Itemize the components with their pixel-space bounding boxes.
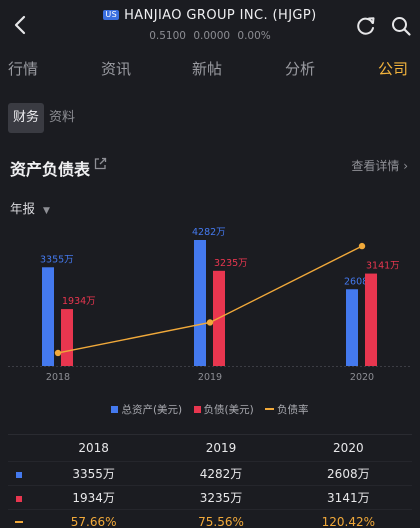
bar-assets	[42, 267, 54, 366]
legend-assets-label: 总资产(美元)	[121, 404, 183, 416]
legend-ratio: 负债率	[265, 402, 309, 417]
table-header-year: 2020	[333, 441, 364, 455]
table-cell: 2608万	[327, 467, 370, 481]
ratio-point	[358, 242, 366, 250]
table-row-assets: 3355万 4282万 2608万	[8, 462, 412, 486]
table-header-row: 2018 2019 2020	[8, 434, 412, 462]
ratio-point	[206, 319, 214, 326]
row-marker-cell	[8, 491, 30, 505]
ratio-marker-icon	[15, 520, 23, 523]
chevron-right-icon: ›	[403, 159, 408, 173]
table-cell: 3355万	[72, 467, 115, 481]
company-subtabs: 财务 资料	[8, 103, 80, 133]
data-label: 1934万	[62, 296, 96, 307]
x-tick-label: 2019	[198, 372, 222, 383]
subtab-financials[interactable]: 财务	[8, 103, 45, 133]
legend-assets: 总资产(美元)	[111, 402, 182, 417]
table-cell: 4282万	[199, 467, 243, 481]
table-cell: 3141万	[327, 491, 370, 505]
caret-down-icon: ▼	[43, 206, 50, 216]
liabilities-marker-icon	[16, 495, 22, 502]
price-change-pct: 0.00%	[237, 30, 271, 42]
main-tabs: 行情 资讯 新帖 分析 公司	[0, 58, 420, 86]
back-arrow-icon[interactable]	[10, 14, 32, 36]
price: 0.5100	[149, 30, 186, 42]
legend-ratio-swatch	[265, 408, 275, 410]
external-link-icon[interactable]	[93, 157, 107, 171]
data-label: 3141万	[366, 261, 400, 272]
table-row-liabilities: 1934万 3235万 3141万	[8, 486, 412, 510]
balance-sheet-table: 2018 2019 2020 3355万 4282万 2608万 1934万 3…	[8, 434, 412, 528]
x-tick-label: 2020	[350, 372, 374, 383]
legend-assets-swatch	[111, 406, 119, 413]
search-icon[interactable]	[390, 15, 412, 37]
table-cell: 1934万	[72, 491, 115, 505]
subtab-profile[interactable]: 资料	[49, 110, 76, 125]
tab-company[interactable]: 公司	[378, 60, 409, 78]
tab-analysis[interactable]: 分析	[285, 60, 316, 78]
tab-posts[interactable]: 新帖	[192, 60, 223, 78]
price-change: 0.0000	[193, 30, 231, 42]
bar-assets	[346, 289, 358, 366]
bar-assets	[194, 240, 206, 366]
row-marker-cell	[8, 515, 30, 528]
stock-title: US HANJIAO GROUP INC. (HJGP)	[0, 8, 420, 23]
table-cell: 120.42%	[321, 514, 376, 528]
bar-liabilities	[365, 273, 377, 366]
data-label: 2608万	[344, 276, 378, 287]
quote-line: 0.5100 0.0000 0.00%	[0, 30, 420, 42]
table-cell: 3235万	[199, 491, 243, 505]
tab-news[interactable]: 资讯	[101, 60, 132, 78]
table-row-ratio: 57.66% 75.56% 120.42%	[8, 510, 412, 528]
data-label: 3355万	[40, 254, 74, 265]
market-badge: US	[103, 10, 120, 20]
row-marker-cell	[8, 467, 30, 481]
balance-sheet-chart: 3355万 4282万 2608万 1934万 3235万 3141万 2018 2019 20…	[8, 227, 412, 383]
ratio-point	[54, 349, 62, 357]
view-details-label: 查看详情	[351, 159, 400, 173]
table-cell: 57.66%	[70, 514, 117, 528]
table-cell: 75.56%	[198, 514, 244, 528]
table-header-year: 2019	[205, 441, 237, 455]
section-title: 资产负债表	[10, 160, 91, 179]
tab-market[interactable]: 行情	[8, 60, 39, 78]
bar-liabilities	[61, 309, 73, 366]
legend-liabilities-label: 负债(美元)	[203, 404, 254, 416]
x-tick-label: 2018	[46, 372, 70, 383]
table-header-year: 2018	[78, 441, 109, 455]
data-label: 4282万	[192, 227, 226, 238]
period-select[interactable]: 年报 ▼	[10, 198, 50, 217]
company-name: HANJIAO GROUP INC. (HJGP)	[124, 8, 317, 23]
refresh-icon[interactable]	[355, 15, 377, 37]
period-label: 年报	[10, 201, 36, 216]
legend-ratio-label: 负债率	[277, 404, 309, 416]
legend-liabilities: 负债(美元)	[193, 402, 254, 417]
assets-marker-icon	[16, 471, 22, 478]
legend-liabilities-swatch	[193, 406, 201, 413]
view-details-link[interactable]: 查看详情 ›	[351, 157, 408, 174]
app-header: US HANJIAO GROUP INC. (HJGP) 0.5100 0.000…	[0, 0, 420, 50]
data-label: 3235万	[214, 258, 248, 269]
chart-legend: 总资产(美元) 负债(美元) 负债率	[0, 402, 420, 417]
ratio-line	[57, 245, 363, 354]
